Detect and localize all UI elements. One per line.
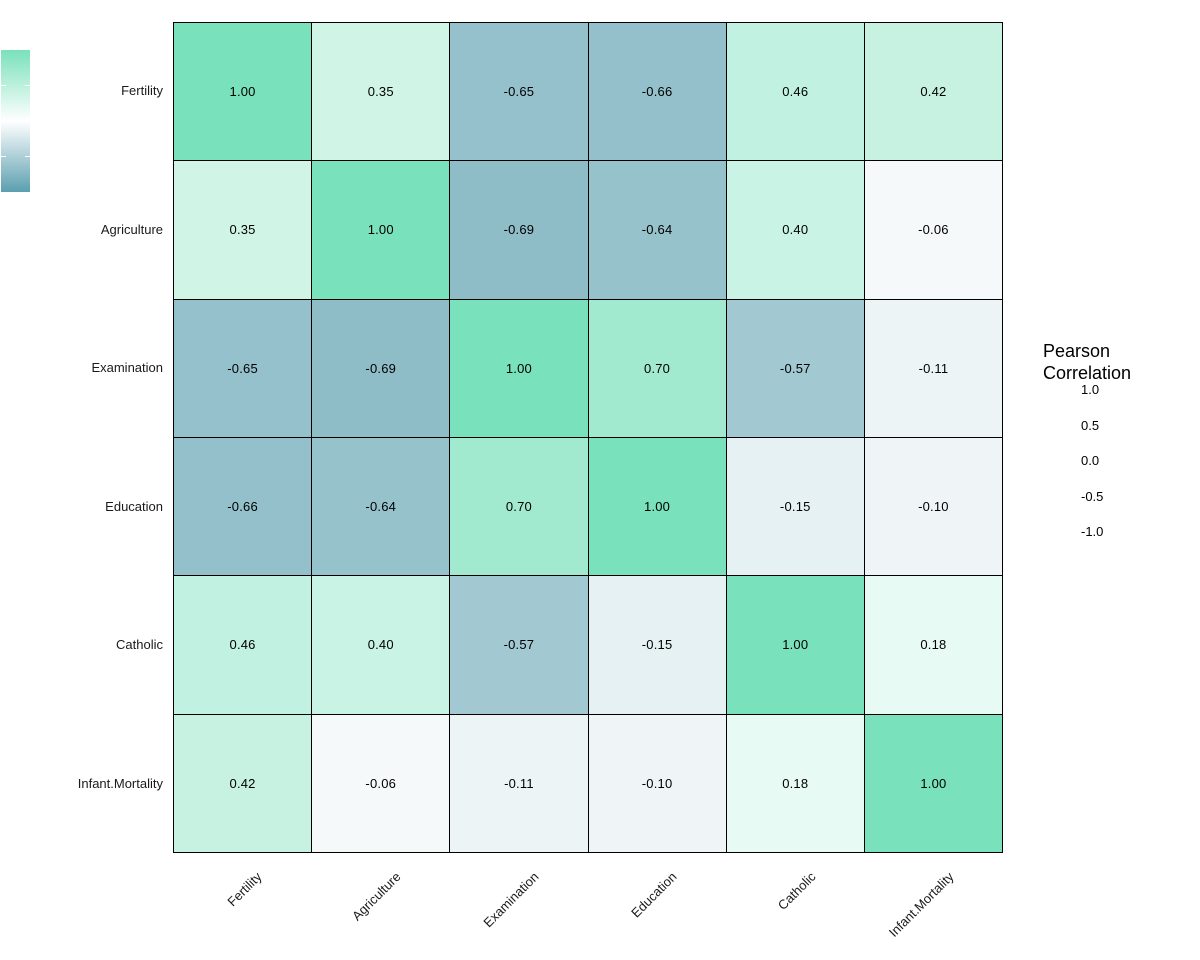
col-axis-label: Agriculture xyxy=(348,869,404,924)
legend-tick-mark xyxy=(25,155,30,157)
heatmap-panel: 1.00 0.35 -0.65 -0.66 0.46 0.42 0.35 1.00 -0.69 -… xyxy=(173,22,1003,853)
heatmap-cell: 0.18 xyxy=(726,714,864,852)
heatmap-cell: 0.18 xyxy=(864,576,1002,714)
heatmap-cell: -0.10 xyxy=(588,714,726,852)
legend-tick-mark xyxy=(1,155,6,157)
col-axis-label: Infant.Mortality xyxy=(885,869,957,940)
cell-value-label: 1.00 xyxy=(782,637,809,653)
heatmap-cell: 0.42 xyxy=(174,714,312,852)
legend-colorbar xyxy=(1,50,30,192)
heatmap-cell: -0.66 xyxy=(174,437,312,576)
legend-tick-label: -0.5 xyxy=(1081,488,1104,504)
row-axis-label: Fertility xyxy=(121,83,163,99)
cell-value-label: -0.69 xyxy=(365,360,397,376)
cell-value-label: -0.10 xyxy=(641,775,673,791)
heatmap-cell: -0.66 xyxy=(588,23,726,161)
heatmap-cell: -0.11 xyxy=(864,299,1002,437)
row-axis-label: Examination xyxy=(91,360,163,376)
heatmap-cell: 1.00 xyxy=(312,161,450,299)
cell-value-label: 0.46 xyxy=(782,84,809,100)
heatmap-cell: -0.65 xyxy=(450,23,588,161)
cell-value-label: -0.57 xyxy=(779,360,811,376)
heatmap-cell: -0.57 xyxy=(726,299,864,437)
legend-tick-mark xyxy=(1,84,6,86)
cell-value-label: 1.00 xyxy=(229,84,256,100)
heatmap-cell: 0.35 xyxy=(312,23,450,161)
heatmap-cell: 0.35 xyxy=(174,161,312,299)
heatmap-cell: 0.40 xyxy=(726,161,864,299)
heatmap-cell: -0.64 xyxy=(588,161,726,299)
heatmap-cell: 0.46 xyxy=(174,576,312,714)
cell-value-label: 0.35 xyxy=(367,84,394,100)
cell-value-label: 0.42 xyxy=(229,775,256,791)
row-axis-label: Infant.Mortality xyxy=(77,775,163,791)
row-axis-label: Agriculture xyxy=(100,221,163,237)
cell-value-label: -0.06 xyxy=(918,222,949,238)
cell-value-label: 0.40 xyxy=(782,222,809,238)
cell-value-label: -0.64 xyxy=(365,499,397,515)
heatmap-cell: -0.69 xyxy=(312,299,450,437)
heatmap-cell: 0.70 xyxy=(588,299,726,437)
heatmap-cell: 1.00 xyxy=(726,576,864,714)
cell-value-label: -0.69 xyxy=(503,222,535,238)
col-axis-label: Fertility xyxy=(224,869,265,910)
cell-value-label: -0.15 xyxy=(779,499,811,515)
cell-value-label: -0.57 xyxy=(503,637,535,653)
legend-tick-label: -1.0 xyxy=(1081,524,1104,539)
cell-value-label: 0.70 xyxy=(644,360,671,376)
cell-value-label: 1.00 xyxy=(505,360,532,376)
legend-title: Pearson Correlation xyxy=(1043,341,1132,383)
heatmap-cell: 1.00 xyxy=(450,299,588,437)
cell-value-label: -0.64 xyxy=(641,222,673,238)
col-axis-label: Examination xyxy=(480,869,542,931)
heatmap-cell: -0.69 xyxy=(450,161,588,299)
cell-value-label: -0.11 xyxy=(918,360,949,376)
legend-tick-mark xyxy=(25,84,30,86)
cell-value-label: -0.65 xyxy=(227,360,258,376)
heatmap-cell: -0.64 xyxy=(312,437,450,576)
cell-value-label: -0.15 xyxy=(641,637,673,653)
cell-value-label: -0.66 xyxy=(227,499,258,515)
heatmap-cell: -0.10 xyxy=(864,437,1002,576)
heatmap-cell: 0.46 xyxy=(726,23,864,161)
cell-value-label: 0.46 xyxy=(229,637,256,653)
heatmap-cell: -0.06 xyxy=(864,161,1002,299)
heatmap-cell: -0.15 xyxy=(588,576,726,714)
row-axis-label: Catholic xyxy=(116,637,163,653)
col-axis-label: Education xyxy=(628,869,680,921)
heatmap-cell: -0.06 xyxy=(312,714,450,852)
heatmap-cell: 1.00 xyxy=(864,714,1002,852)
heatmap-cell: -0.57 xyxy=(450,576,588,714)
cell-value-label: 1.00 xyxy=(367,222,394,238)
cell-value-label: -0.11 xyxy=(504,775,534,791)
cell-value-label: 0.70 xyxy=(505,499,532,515)
cell-value-label: 0.42 xyxy=(920,84,947,100)
heatmap-cell: 1.00 xyxy=(588,437,726,576)
cell-value-label: 0.35 xyxy=(229,222,256,238)
cell-value-label: 1.00 xyxy=(644,499,671,515)
cell-value-label: 0.40 xyxy=(367,637,394,653)
cell-value-label: -0.06 xyxy=(365,775,397,791)
heatmap-cell: -0.65 xyxy=(174,299,312,437)
heatmap-cell: -0.11 xyxy=(450,714,588,852)
cell-value-label: -0.10 xyxy=(918,499,949,515)
legend-tick-label: 1.0 xyxy=(1081,382,1100,397)
row-axis-label: Education xyxy=(105,498,163,514)
heatmap-cell: 0.40 xyxy=(312,576,450,714)
col-axis-label: Catholic xyxy=(774,869,819,913)
cell-value-label: 0.18 xyxy=(782,775,809,791)
legend: Pearson Correlation xyxy=(1043,340,1193,384)
heatmap-cell: 0.42 xyxy=(864,23,1002,161)
heatmap-cell: 0.70 xyxy=(450,437,588,576)
legend-tick-label: 0.5 xyxy=(1081,417,1100,433)
heatmap-cell: -0.15 xyxy=(726,437,864,576)
legend-tick-label: 0.0 xyxy=(1081,453,1100,468)
cell-value-label: 0.18 xyxy=(920,637,947,653)
cell-value-label: -0.65 xyxy=(503,84,535,100)
cell-value-label: -0.66 xyxy=(641,84,673,100)
cell-value-label: 1.00 xyxy=(920,775,947,791)
heatmap-cell: 1.00 xyxy=(174,23,312,161)
